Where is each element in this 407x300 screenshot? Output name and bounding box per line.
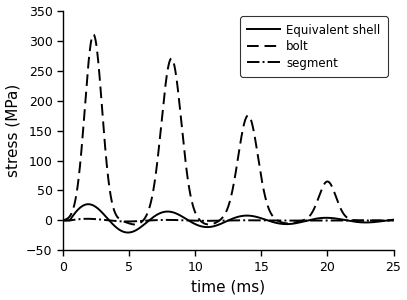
bolt	[307, 214, 312, 217]
segment	[391, 219, 396, 222]
Equivalent shell	[333, 217, 337, 220]
Equivalent shell	[276, 221, 280, 225]
Legend: Equivalent shell, bolt, segment: Equivalent shell, bolt, segment	[240, 16, 387, 77]
Line: bolt: bolt	[63, 34, 394, 224]
bolt	[391, 219, 396, 222]
bolt	[206, 223, 211, 226]
segment	[121, 220, 126, 223]
segment	[85, 217, 90, 220]
segment	[276, 219, 280, 222]
Equivalent shell	[391, 218, 396, 221]
Line: segment: segment	[63, 219, 394, 221]
bolt	[259, 176, 264, 179]
Y-axis label: stress (MPa): stress (MPa)	[6, 84, 21, 177]
X-axis label: time (ms): time (ms)	[191, 279, 265, 294]
Equivalent shell	[307, 218, 312, 222]
bolt	[276, 219, 280, 223]
segment	[61, 219, 66, 222]
segment	[307, 219, 312, 222]
Equivalent shell	[125, 231, 130, 234]
segment	[125, 220, 129, 223]
bolt	[187, 188, 192, 191]
bolt	[333, 192, 337, 196]
segment	[187, 219, 192, 222]
bolt	[91, 33, 96, 36]
Equivalent shell	[61, 219, 66, 222]
segment	[259, 219, 264, 222]
segment	[333, 219, 337, 222]
Equivalent shell	[259, 217, 264, 220]
Equivalent shell	[187, 219, 192, 223]
Equivalent shell	[86, 202, 91, 206]
bolt	[61, 218, 66, 222]
bolt	[121, 219, 126, 223]
Line: Equivalent shell: Equivalent shell	[63, 204, 394, 232]
Equivalent shell	[121, 230, 126, 233]
